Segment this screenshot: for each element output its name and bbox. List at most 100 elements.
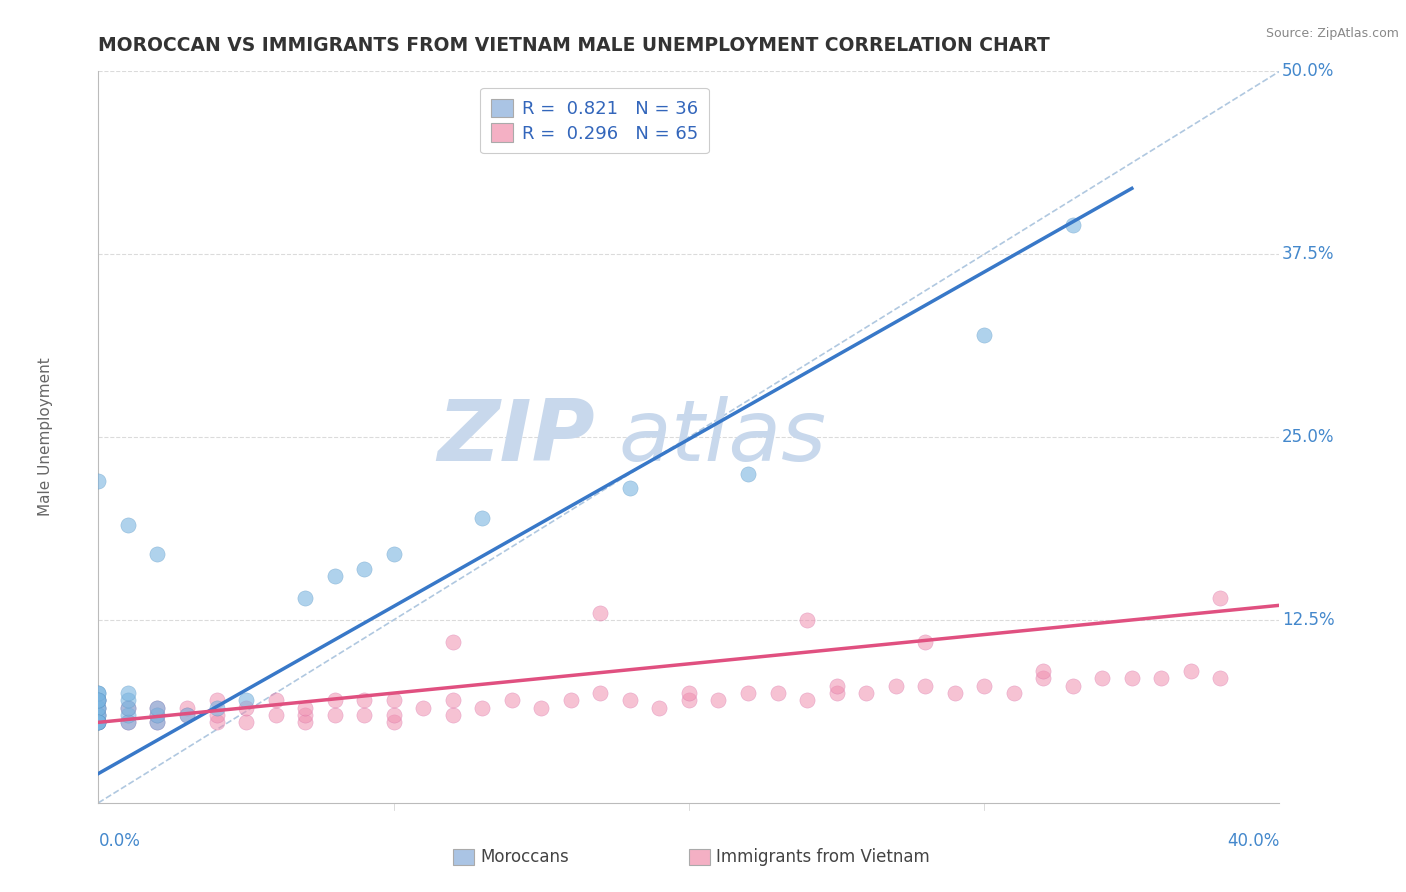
Bar [453, 849, 474, 865]
Point [412, 700, 434, 714]
Point [87, 715, 110, 730]
Point [1150, 672, 1173, 686]
Point [914, 635, 936, 649]
Point [176, 700, 198, 714]
Point [382, 715, 405, 730]
Point [1062, 679, 1084, 693]
Point [87, 708, 110, 723]
Point [235, 693, 257, 707]
Point [1121, 672, 1143, 686]
Point [589, 686, 612, 700]
Point [264, 708, 287, 723]
Point [294, 700, 316, 714]
Point [87, 686, 110, 700]
Point [471, 510, 494, 524]
Point [117, 708, 139, 723]
Point [1032, 664, 1054, 678]
Point [87, 700, 110, 714]
Point [87, 715, 110, 730]
Point [146, 547, 169, 561]
Point [87, 708, 110, 723]
Text: Source: ZipAtlas.com: Source: ZipAtlas.com [1265, 27, 1399, 40]
Point [973, 327, 995, 342]
Text: Male Unemployment: Male Unemployment [38, 358, 53, 516]
Point [117, 700, 139, 714]
Point [205, 715, 228, 730]
Point [87, 708, 110, 723]
Point [825, 686, 848, 700]
Point [87, 474, 110, 488]
Point [87, 715, 110, 730]
Point [441, 635, 464, 649]
Point [441, 708, 464, 723]
Point [87, 715, 110, 730]
Text: 25.0%: 25.0% [1282, 428, 1334, 446]
Point [146, 708, 169, 723]
Legend: R =  0.821   N = 36, R =  0.296   N = 65: R = 0.821 N = 36, R = 0.296 N = 65 [481, 87, 709, 153]
Point [619, 693, 641, 707]
Point [353, 708, 375, 723]
Point [707, 693, 730, 707]
Point [117, 715, 139, 730]
Point [87, 693, 110, 707]
Text: 12.5%: 12.5% [1282, 611, 1334, 629]
Point [943, 686, 966, 700]
Point [530, 700, 553, 714]
Point [146, 708, 169, 723]
Text: Immigrants from Vietnam: Immigrants from Vietnam [716, 848, 929, 866]
Point [501, 693, 523, 707]
Point [1209, 591, 1232, 605]
Text: 50.0%: 50.0% [1282, 62, 1334, 80]
Point [87, 693, 110, 707]
Point [1091, 672, 1114, 686]
Text: MOROCCAN VS IMMIGRANTS FROM VIETNAM MALE UNEMPLOYMENT CORRELATION CHART: MOROCCAN VS IMMIGRANTS FROM VIETNAM MALE… [98, 36, 1050, 54]
Point [796, 613, 818, 627]
Point [825, 679, 848, 693]
Point [441, 693, 464, 707]
Point [1209, 672, 1232, 686]
Point [146, 715, 169, 730]
Point [1002, 686, 1025, 700]
Point [353, 562, 375, 576]
Point [117, 715, 139, 730]
Point [884, 679, 907, 693]
Point [737, 467, 759, 481]
Text: 0.0%: 0.0% [98, 832, 141, 850]
Point [323, 693, 346, 707]
Point [235, 715, 257, 730]
Text: 37.5%: 37.5% [1282, 245, 1334, 263]
Point [117, 686, 139, 700]
Point [87, 686, 110, 700]
Point [87, 693, 110, 707]
Point [294, 591, 316, 605]
Point [737, 686, 759, 700]
Point [471, 700, 494, 714]
Point [205, 700, 228, 714]
Point [146, 700, 169, 714]
Text: Moroccans: Moroccans [479, 848, 568, 866]
Point [678, 686, 700, 700]
Point [382, 547, 405, 561]
Point [766, 686, 789, 700]
Point [87, 715, 110, 730]
Point [87, 693, 110, 707]
Point [235, 700, 257, 714]
Point [264, 693, 287, 707]
Point [87, 700, 110, 714]
Point [294, 715, 316, 730]
Point [323, 708, 346, 723]
Point [648, 700, 671, 714]
Point [973, 679, 995, 693]
Point [117, 517, 139, 532]
Point [589, 606, 612, 620]
Point [176, 708, 198, 723]
Point [382, 693, 405, 707]
Point [678, 693, 700, 707]
Point [146, 700, 169, 714]
Point [353, 693, 375, 707]
Point [205, 708, 228, 723]
Point [87, 700, 110, 714]
Point [855, 686, 877, 700]
Point [914, 679, 936, 693]
Bar [689, 849, 710, 865]
